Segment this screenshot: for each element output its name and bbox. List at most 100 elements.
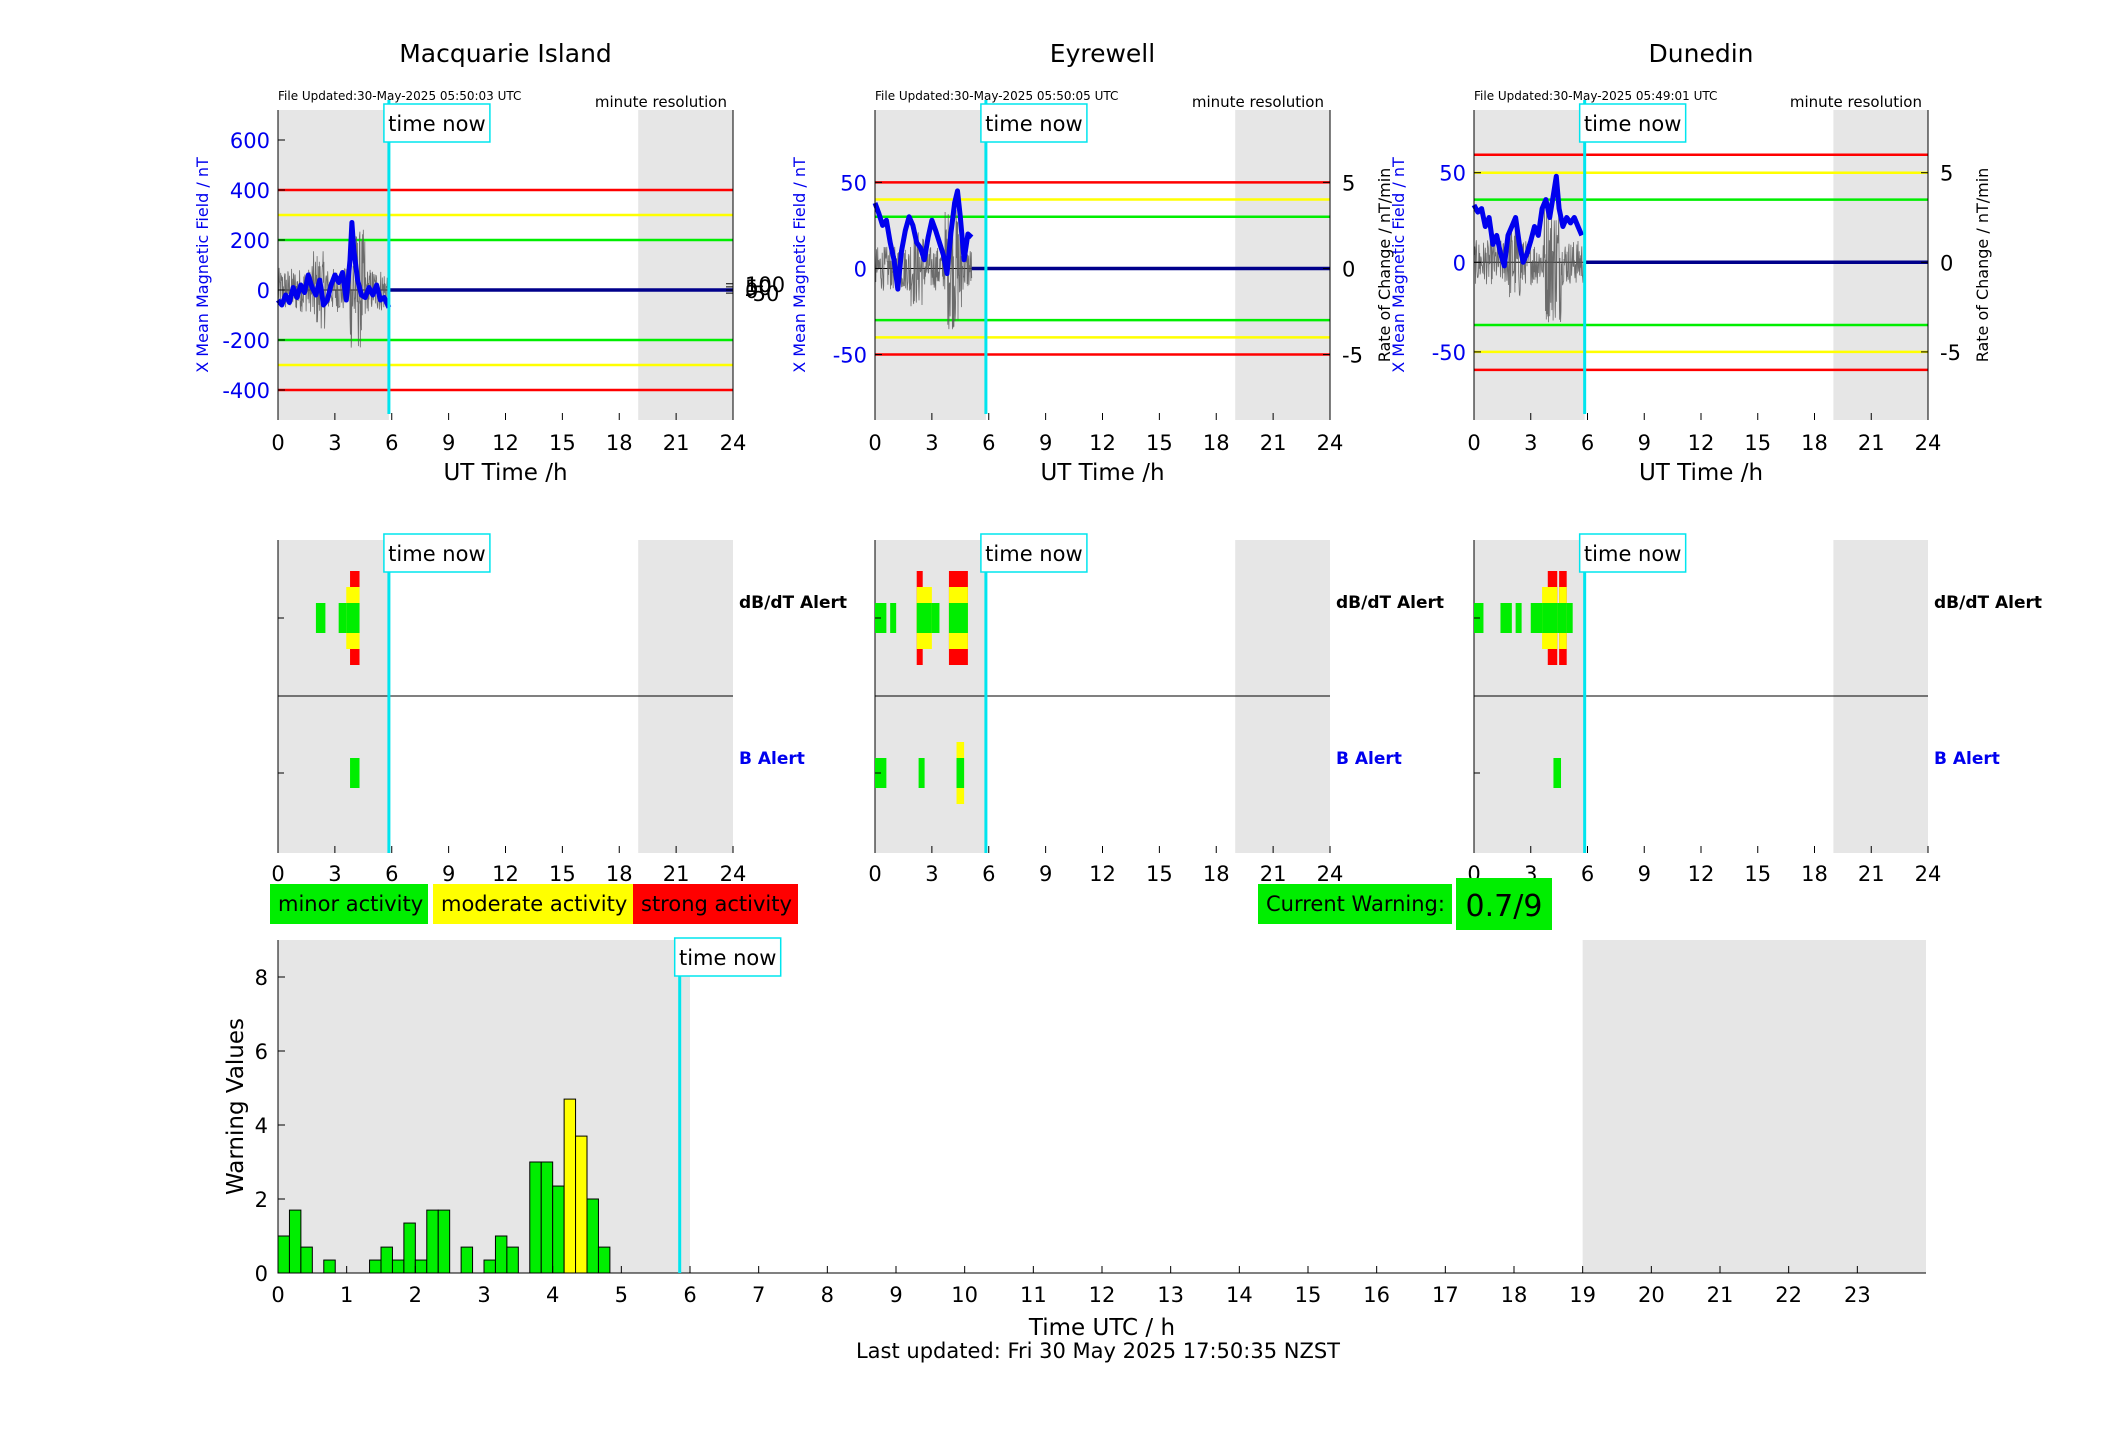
- alert-x-tick-label: 6: [385, 862, 398, 886]
- file-updated-text: File Updated:30-May-2025 05:49:01 UTC: [1474, 89, 1717, 103]
- alert-x-tick-label: 0: [868, 862, 881, 886]
- time-now-box: [1578, 103, 1687, 143]
- warning-night-shade: [1582, 940, 1926, 1273]
- warning-x-tick-label: 7: [752, 1283, 765, 1307]
- dbdt-alert-mark: [916, 603, 923, 633]
- dbdt-alert-mark: [931, 603, 940, 633]
- dbdt-alert-mark: [1515, 603, 1522, 633]
- warning-y-tick-label: 8: [255, 966, 268, 990]
- warning-bar: [369, 1259, 382, 1274]
- warning-x-tick-label: 1: [340, 1283, 353, 1307]
- x-field-series: [872, 188, 974, 292]
- legend-label: strong activity: [641, 892, 792, 916]
- x-tick-label: 18: [1801, 431, 1828, 455]
- left-tick-label: 50: [840, 171, 867, 195]
- x-tick-label: 15: [549, 431, 576, 455]
- warning-x-tick-label: 10: [951, 1283, 978, 1307]
- current-warning-label-box: [1258, 884, 1452, 924]
- b-alert-label: B Alert: [739, 749, 805, 769]
- warning-bar: [586, 1198, 599, 1274]
- warning-x-tick-label: 6: [683, 1283, 696, 1307]
- x-tick-label: 12: [1688, 431, 1715, 455]
- left-axis-label: X Mean Magnetic Field / nT: [1389, 157, 1408, 373]
- x-tick-label: 24: [1317, 431, 1344, 455]
- time-now-label: time now: [1584, 112, 1681, 136]
- time-now-label: time now: [388, 112, 485, 136]
- warning-time-now-box: [673, 937, 782, 977]
- x-tick-label: 21: [1260, 431, 1287, 455]
- alert-x-tick-label: 18: [606, 862, 633, 886]
- resolution-text: minute resolution: [595, 93, 727, 111]
- right-tick-label: -50: [745, 282, 779, 306]
- warning-bar: [403, 1222, 416, 1274]
- warning-elapsed-shade: [278, 940, 690, 1273]
- right-tick-label: 5: [1940, 162, 1953, 186]
- x-tick-label: 24: [720, 431, 747, 455]
- alert-x-tick-label: 15: [549, 862, 576, 886]
- alert-x-tick-label: 24: [720, 862, 747, 886]
- warning-x-tick-label: 23: [1844, 1283, 1871, 1307]
- warning-y-tick-label: 6: [255, 1040, 268, 1064]
- x-axis-label: UT Time /h: [1040, 460, 1164, 486]
- b-alert-mark: [350, 758, 360, 788]
- night-shade: [1235, 110, 1330, 420]
- x-axis-label: UT Time /h: [1639, 460, 1763, 486]
- alert-x-tick-label: 3: [925, 862, 938, 886]
- x-tick-label: 6: [1581, 431, 1594, 455]
- warning-bar: [391, 1259, 405, 1274]
- x-tick-label: 18: [1203, 431, 1230, 455]
- warning-bar: [483, 1259, 496, 1274]
- alert-x-tick-label: 9: [1638, 862, 1651, 886]
- warning-x-tick-label: 3: [477, 1283, 490, 1307]
- alert-time-now-label: time now: [388, 542, 485, 566]
- warning-x-tick-label: 5: [615, 1283, 628, 1307]
- warning-bar: [540, 1161, 554, 1274]
- dbdt-alert-label: dB/dT Alert: [1336, 593, 1444, 613]
- warning-bar: [529, 1161, 542, 1274]
- left-tick-label: -400: [222, 379, 270, 403]
- x-tick-label: 0: [271, 431, 284, 455]
- alert-time-now-box: [980, 533, 1088, 573]
- file-updated-text: File Updated:30-May-2025 05:50:03 UTC: [278, 89, 521, 103]
- warning-bar: [506, 1246, 519, 1274]
- alert-x-tick-label: 21: [663, 862, 690, 886]
- warning-x-tick-label: 22: [1775, 1283, 1802, 1307]
- warning-bar: [288, 1209, 302, 1274]
- warning-x-tick-label: 2: [409, 1283, 422, 1307]
- station-title: Dunedin: [1649, 39, 1754, 68]
- warning-x-tick-label: 21: [1707, 1283, 1734, 1307]
- x-tick-label: 12: [492, 431, 519, 455]
- b-alert-mark: [1553, 758, 1562, 788]
- legend-swatch: [433, 884, 633, 924]
- warning-x-tick-label: 15: [1295, 1283, 1322, 1307]
- alert-x-tick-label: 24: [1317, 862, 1344, 886]
- resolution-text: minute resolution: [1192, 93, 1324, 111]
- right-tick-label: 100: [745, 273, 785, 297]
- x-tick-label: 9: [1638, 431, 1651, 455]
- time-now-box: [383, 103, 491, 143]
- current-warning-label: Current Warning:: [1266, 892, 1445, 916]
- station-panel-2: Dunedin File Updated:30-May-2025 05:49:01…: [1389, 39, 2042, 886]
- x-tick-label: 3: [1524, 431, 1537, 455]
- x-field-series: [1471, 173, 1585, 269]
- dbdt-alert-mark: [1542, 603, 1549, 633]
- left-tick-label: 600: [230, 129, 270, 153]
- rate-of-change-trace: [277, 229, 390, 348]
- left-tick-label: 200: [230, 229, 270, 253]
- x-tick-label: 18: [606, 431, 633, 455]
- warning-bar: [426, 1209, 439, 1274]
- night-shade: [638, 110, 733, 420]
- warning-x-tick-label: 13: [1157, 1283, 1184, 1307]
- time-now-box: [980, 103, 1088, 143]
- x-field-series: [276, 220, 392, 309]
- b-alert-mark: [956, 758, 965, 788]
- right-axis-label: Rate of Change / nT/min: [1973, 168, 1992, 363]
- warning-x-tick-label: 18: [1501, 1283, 1528, 1307]
- alert-x-tick-label: 12: [1688, 862, 1715, 886]
- warning-x-tick-label: 12: [1089, 1283, 1116, 1307]
- left-tick-label: -50: [1432, 341, 1466, 365]
- warning-x-tick-label: 20: [1638, 1283, 1665, 1307]
- right-tick-label: 0: [1342, 257, 1355, 281]
- b-alert-label: B Alert: [1934, 749, 2000, 769]
